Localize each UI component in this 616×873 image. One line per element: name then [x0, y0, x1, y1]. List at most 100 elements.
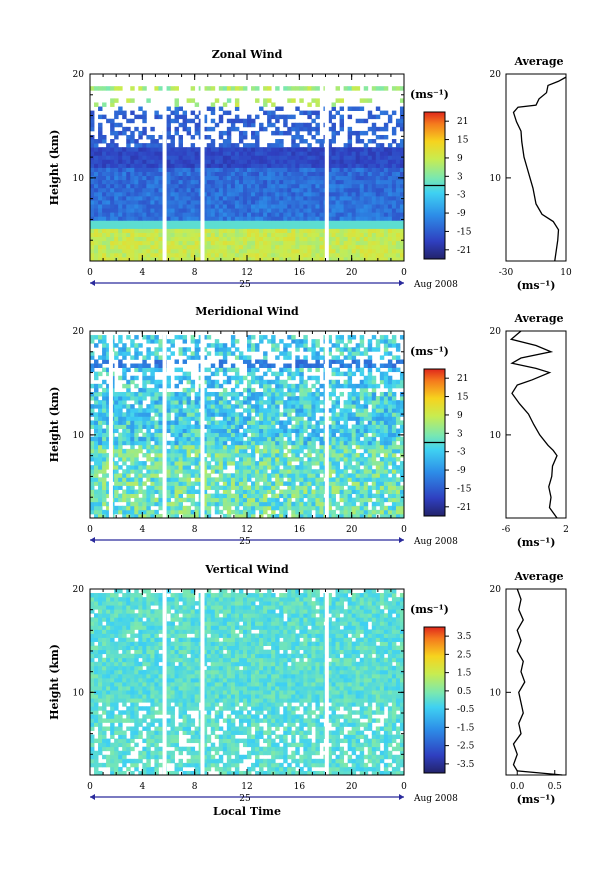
x-tick-label: 20 — [346, 782, 358, 792]
average-y-tick-label: 10 — [490, 688, 502, 698]
average-x-label: (ms⁻¹) — [517, 279, 556, 292]
colorbar-tick-label: -21 — [457, 503, 472, 513]
x-tick-label: 20 — [346, 525, 358, 535]
x-tick-label: 16 — [294, 782, 306, 792]
y-axis-label: Height (km) — [48, 130, 61, 206]
colorbar-tick-label: 0.5 — [457, 687, 472, 697]
x-tick-label: 0 — [87, 525, 93, 535]
colorbar-tick-label: -1.5 — [457, 723, 475, 733]
average-x-label: (ms⁻¹) — [517, 793, 556, 806]
average-x-tick-label: 10 — [560, 268, 572, 278]
x-tick-label: 8 — [192, 525, 198, 535]
x-tick-label: 20 — [346, 268, 358, 278]
colorbar-tick-label: -3 — [457, 191, 466, 201]
average-y-tick-label: 10 — [490, 174, 502, 184]
colorbar-tick-label: -9 — [457, 466, 466, 476]
heatmap-field — [90, 589, 405, 776]
x-tick-label: 12 — [241, 525, 252, 535]
date-day-label: 25 — [239, 794, 251, 804]
data-gap — [162, 589, 167, 775]
colorbar-tick-label: 9 — [457, 154, 463, 164]
colorbar — [423, 626, 446, 774]
x-tick-label: 16 — [294, 525, 306, 535]
average-x-tick-label: 0.0 — [510, 782, 525, 792]
average-title: Average — [513, 55, 563, 68]
x-tick-label: 0 — [401, 268, 407, 278]
average-title: Average — [513, 312, 563, 325]
x-tick-label: 4 — [139, 525, 145, 535]
average-profile-line — [512, 76, 567, 262]
average-frame — [505, 330, 567, 519]
data-gap — [200, 74, 205, 261]
average-x-tick-label: -6 — [502, 525, 511, 535]
y-tick-label: 10 — [73, 431, 85, 441]
colorbar-unit: (ms⁻¹) — [410, 603, 449, 616]
data-gap — [324, 589, 329, 775]
data-gap — [200, 589, 205, 775]
colorbar-tick-label: -21 — [457, 246, 472, 256]
colorbar-unit: (ms⁻¹) — [410, 345, 449, 358]
data-gap — [200, 331, 205, 518]
average-y-tick-label: 20 — [490, 585, 502, 595]
colorbar-tick-label: -15 — [457, 484, 472, 494]
average-x-tick-label: 0.5 — [548, 782, 563, 792]
colorbar-unit: (ms⁻¹) — [410, 88, 449, 101]
x-tick-label: 8 — [192, 268, 198, 278]
colorbar-tick-label: -3.5 — [457, 760, 475, 770]
data-gap — [162, 74, 167, 261]
x-tick-label: 4 — [139, 268, 145, 278]
colorbar-tick-label: 21 — [457, 117, 468, 127]
colorbar-tick-label: 2.5 — [457, 650, 472, 660]
date-day-label: 25 — [239, 537, 251, 547]
y-tick-label: 20 — [73, 327, 85, 337]
colorbar-tick-label: 3.5 — [457, 632, 472, 642]
y-tick-label: 10 — [73, 688, 85, 698]
colorbar-tick-label: 3 — [457, 172, 463, 182]
data-gap — [324, 74, 329, 261]
x-tick-label: 0 — [401, 525, 407, 535]
average-x-tick-label: -30 — [499, 268, 514, 278]
colorbar-tick-label: 15 — [457, 393, 469, 403]
data-gap — [324, 331, 329, 518]
y-tick-label: 10 — [73, 174, 85, 184]
colorbar-tick-label: 15 — [457, 136, 469, 146]
x-tick-label: 12 — [241, 268, 252, 278]
average-profile-line — [512, 588, 563, 776]
data-gap — [162, 331, 167, 518]
average-y-tick-label: 10 — [490, 431, 502, 441]
y-tick-label: 20 — [73, 70, 85, 80]
colorbar-tick-label: -0.5 — [457, 705, 475, 715]
x-tick-label: 0 — [401, 782, 407, 792]
x-tick-label: 0 — [87, 268, 93, 278]
date-day-label: 25 — [239, 280, 251, 290]
y-tick-label: 20 — [73, 585, 85, 595]
colorbar-tick-label: -9 — [457, 209, 466, 219]
y-axis-label: Height (km) — [48, 387, 61, 463]
heatmap-field — [90, 335, 405, 519]
average-frame — [505, 73, 567, 262]
average-title: Average — [513, 570, 563, 583]
average-profile-line — [509, 330, 558, 519]
x-axis-label: Local Time — [213, 805, 281, 818]
average-y-tick-label: 20 — [490, 327, 502, 337]
colorbar-tick-label: -2.5 — [457, 742, 475, 752]
colorbar-tick-label: 21 — [457, 374, 468, 384]
x-tick-label: 0 — [87, 782, 93, 792]
x-tick-label: 4 — [139, 782, 145, 792]
colorbar-tick-label: 1.5 — [457, 669, 472, 679]
panel-vertical: Vertical Wind 0 4 8 12 16 20 0 20 10 Height (km) 25… — [48, 563, 567, 818]
average-x-tick-label: 2 — [563, 525, 569, 535]
data-gap — [108, 331, 113, 518]
colorbar-tick-label: 3 — [457, 429, 463, 439]
heatmap-field — [90, 86, 405, 262]
x-tick-label: 12 — [241, 782, 252, 792]
x-tick-label: 8 — [192, 782, 198, 792]
chart-title: Vertical Wind — [204, 563, 289, 576]
average-y-tick-label: 20 — [490, 70, 502, 80]
date-label: Aug 2008 — [413, 537, 458, 547]
colorbar-tick-label: -15 — [457, 227, 472, 237]
panel-zonal: Zonal Wind 0 4 8 12 16 20 0 20 10 Height (km) 25 Aug… — [48, 48, 572, 292]
colorbar-tick-label: 9 — [457, 411, 463, 421]
date-label: Aug 2008 — [413, 280, 458, 290]
